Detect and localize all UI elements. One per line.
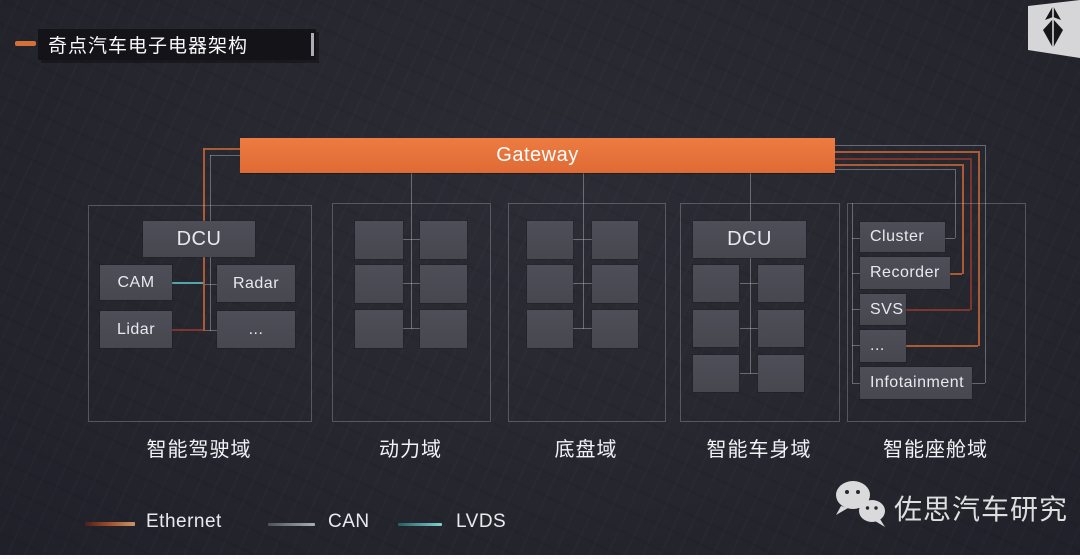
- line-can: [852, 273, 860, 274]
- node-cam: CAM: [100, 265, 172, 300]
- line-ethernet: [172, 329, 203, 331]
- line-can: [945, 238, 955, 239]
- node-infotainment: Infotainment: [860, 367, 972, 399]
- line-can: [750, 172, 751, 222]
- line-lvds: [172, 282, 203, 284]
- title-accent-dash: [15, 41, 36, 46]
- line-can: [835, 145, 985, 146]
- ecu-box: [420, 310, 467, 348]
- line-can: [852, 345, 860, 346]
- line-ethernet: [203, 256, 205, 331]
- line-can: [852, 309, 860, 310]
- legend-label-ethernet: Ethernet: [146, 511, 222, 532]
- ecu-box: [758, 355, 804, 392]
- legend-label-can: CAN: [328, 511, 370, 532]
- line-can: [205, 330, 217, 331]
- domain-driving: [88, 205, 312, 422]
- domain-label-cockpit: 智能座舱域: [883, 438, 988, 461]
- line-ethernet: [906, 345, 978, 347]
- ecu-box: [527, 310, 573, 348]
- domain-cockpit: [847, 203, 1026, 422]
- line-can: [573, 328, 592, 329]
- line-can: [210, 155, 240, 156]
- line-can: [205, 284, 217, 285]
- wechat-icon: [836, 481, 885, 527]
- line-can: [740, 328, 758, 329]
- line-can: [750, 258, 751, 374]
- ecu-box: [693, 355, 739, 392]
- domain-body: [680, 203, 840, 422]
- line-can: [972, 383, 985, 384]
- ecu-box: [527, 265, 573, 303]
- line-ethernet: [835, 164, 962, 166]
- line-can: [573, 239, 592, 240]
- node-dcu-body: DCU: [693, 221, 806, 258]
- node-dcu-driving: DCU: [143, 221, 255, 257]
- ecu-box: [758, 265, 804, 302]
- domain-power: [332, 203, 491, 422]
- watermark-text: 佐思汽车研究: [894, 494, 1069, 525]
- line-can: [740, 373, 758, 374]
- legend-swatch-ethernet: [85, 522, 135, 526]
- line-can: [411, 172, 412, 329]
- ecu-box: [355, 221, 403, 259]
- line-ethernet: [835, 158, 970, 160]
- domain-label-power: 动力域: [379, 438, 442, 461]
- line-can: [852, 383, 860, 384]
- domain-label-chassis: 底盘域: [554, 438, 618, 461]
- line-ethernet: [962, 164, 964, 274]
- bottom-divider: [0, 555, 1080, 559]
- line-can: [852, 203, 853, 383]
- line-can: [583, 172, 584, 329]
- line-can: [403, 328, 421, 329]
- ecu-box: [693, 310, 739, 347]
- ecu-box: [592, 265, 638, 303]
- title-right-tick: [311, 33, 314, 56]
- node-ellipsis: ...: [217, 311, 295, 348]
- singulato-logo-icon: [1028, 0, 1080, 58]
- line-can: [985, 145, 986, 383]
- ecu-box: [527, 221, 573, 259]
- node-svs: SVS: [860, 294, 906, 325]
- ecu-box: [592, 221, 638, 259]
- node-recorder: Recorder: [860, 257, 950, 289]
- domain-chassis: [508, 203, 666, 422]
- domain-label-driving: 智能驾驶域: [146, 438, 252, 461]
- ecu-box: [420, 265, 467, 303]
- node-lidar: Lidar: [100, 311, 172, 348]
- line-can: [573, 283, 592, 284]
- domain-label-body: 智能车身域: [706, 438, 812, 461]
- line-ethernet: [906, 309, 970, 311]
- line-can: [852, 238, 860, 239]
- line-ethernet: [835, 151, 978, 153]
- ecu-box: [592, 310, 638, 348]
- line-can: [740, 283, 758, 284]
- ecu-box: [693, 265, 739, 302]
- legend-label-lvds: LVDS: [456, 511, 507, 532]
- line-ethernet: [203, 148, 240, 150]
- legend-swatch-can: [268, 523, 315, 526]
- line-ethernet: [970, 158, 972, 310]
- line-can: [835, 169, 955, 170]
- legend-swatch-lvds: [398, 523, 442, 526]
- line-can: [210, 256, 211, 331]
- gateway-node: Gateway: [240, 138, 835, 173]
- line-ethernet: [978, 151, 980, 346]
- line-can: [403, 239, 421, 240]
- node-radar: Radar: [217, 265, 295, 302]
- line-can: [955, 169, 956, 238]
- line-can: [403, 283, 421, 284]
- line-can: [210, 155, 211, 223]
- line-ethernet: [203, 148, 205, 223]
- ecu-box: [758, 310, 804, 347]
- ecu-box: [420, 221, 467, 259]
- node-cluster: Cluster: [860, 222, 945, 252]
- ecu-box: [355, 310, 403, 348]
- line-ethernet: [950, 273, 962, 275]
- node-ellipsis: ...: [860, 330, 906, 362]
- ecu-box: [355, 265, 403, 303]
- page-title: 奇点汽车电子电器架构: [38, 29, 316, 60]
